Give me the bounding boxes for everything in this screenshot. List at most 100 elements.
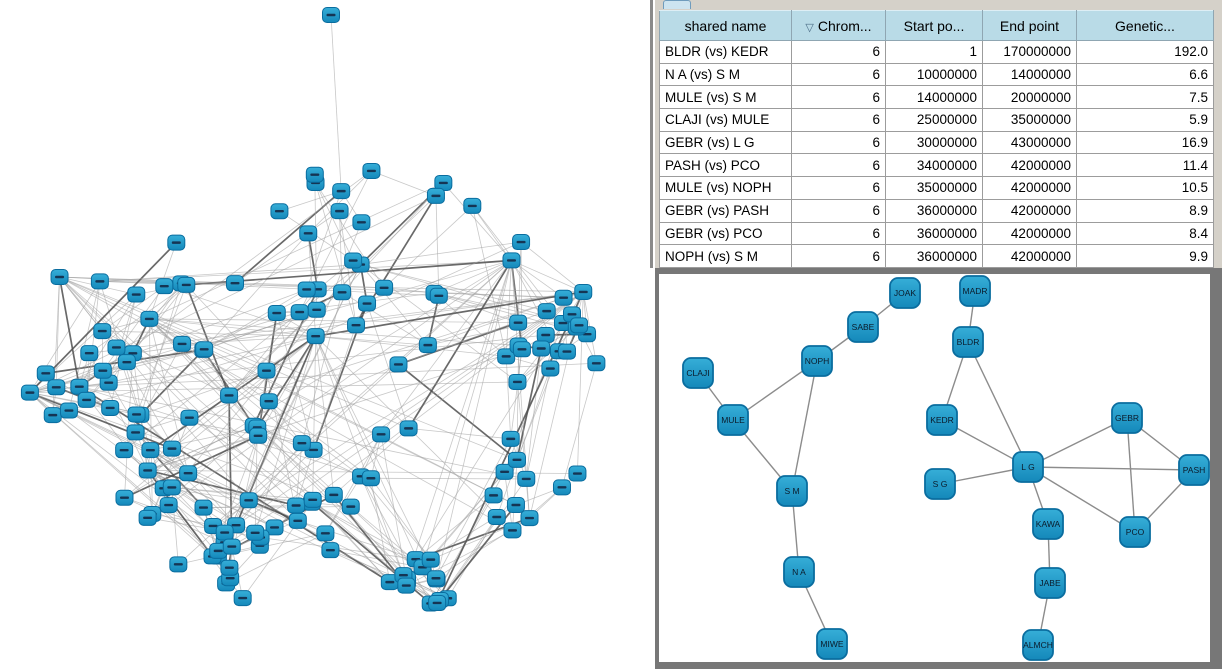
network-node[interactable] [362, 162, 381, 179]
network-node[interactable] [570, 317, 589, 334]
network-node[interactable] [352, 214, 371, 231]
network-node[interactable]: SABE [847, 311, 879, 343]
column-header-shared-name[interactable]: shared name [659, 10, 792, 41]
network-node[interactable] [297, 281, 316, 298]
network-node[interactable]: JOAK [889, 277, 921, 309]
network-node[interactable] [126, 424, 145, 441]
network-node[interactable] [77, 391, 96, 408]
network-node[interactable] [554, 289, 573, 306]
network-node[interactable] [162, 479, 181, 496]
network-node[interactable] [506, 497, 525, 514]
network-node[interactable] [484, 487, 503, 504]
network-node[interactable] [36, 365, 55, 382]
table-row[interactable]: NOPH (vs) S M 6 36000000 42000000 9.9 [659, 244, 1214, 268]
network-node[interactable]: N A [783, 556, 815, 588]
network-node[interactable]: PASH [1178, 454, 1210, 486]
network-node[interactable] [215, 524, 234, 541]
network-node[interactable] [428, 594, 447, 611]
network-node[interactable] [159, 497, 178, 514]
network-node[interactable] [220, 387, 239, 404]
network-node[interactable] [101, 399, 120, 416]
network-edge[interactable] [967, 341, 1029, 468]
detail-network-canvas[interactable]: JOAK SABE NOPH CLAJI MULE S M N A MIWE MADR BLDR K… [659, 274, 1210, 662]
network-edge[interactable] [1027, 417, 1128, 468]
network-edge[interactable] [791, 360, 818, 492]
network-node[interactable]: KAWA [1032, 508, 1064, 540]
network-node[interactable] [50, 269, 69, 286]
network-node[interactable] [233, 590, 252, 607]
network-node[interactable] [399, 420, 418, 437]
network-node[interactable] [333, 284, 352, 301]
network-node[interactable] [167, 234, 186, 251]
table-row[interactable]: MULE (vs) NOPH 6 35000000 42000000 10.5 [659, 176, 1214, 200]
network-node[interactable] [195, 341, 214, 358]
network-node[interactable] [177, 276, 196, 293]
network-node[interactable] [426, 187, 445, 204]
column-header-end-point[interactable]: End point [982, 10, 1077, 41]
table-row[interactable]: PASH (vs) PCO 6 34000000 42000000 11.4 [659, 153, 1214, 178]
network-node[interactable] [397, 577, 416, 594]
network-node[interactable] [115, 442, 134, 459]
network-node[interactable] [138, 509, 157, 526]
network-node[interactable] [179, 465, 198, 482]
network-node[interactable] [316, 525, 335, 542]
network-node[interactable] [426, 570, 445, 587]
network-node[interactable] [307, 301, 326, 318]
network-node[interactable] [321, 542, 340, 559]
network-node[interactable] [259, 393, 278, 410]
network-node[interactable] [418, 337, 437, 354]
network-node[interactable] [497, 348, 516, 365]
network-node[interactable] [292, 435, 311, 452]
network-node[interactable] [303, 491, 322, 508]
network-node[interactable] [375, 279, 394, 296]
network-node[interactable] [389, 356, 408, 373]
network-node[interactable] [90, 273, 109, 290]
column-header-chromosome[interactable]: ▽ Chrom... [791, 10, 886, 41]
network-node[interactable]: S M [776, 475, 808, 507]
network-node[interactable] [257, 362, 276, 379]
network-node[interactable] [249, 427, 268, 444]
network-node[interactable] [495, 463, 514, 480]
network-node[interactable] [299, 225, 318, 242]
network-node[interactable] [463, 197, 482, 214]
network-node[interactable] [141, 442, 160, 459]
network-node[interactable] [537, 303, 556, 320]
network-node[interactable] [270, 203, 289, 220]
network-node[interactable] [507, 451, 526, 468]
network-node[interactable] [372, 426, 391, 443]
network-node[interactable] [306, 328, 325, 345]
network-node[interactable] [225, 275, 244, 292]
network-node[interactable] [115, 489, 134, 506]
network-node[interactable] [508, 373, 527, 390]
network-node[interactable] [173, 335, 192, 352]
table-row[interactable]: GEBR (vs) PCO 6 36000000 42000000 8.4 [659, 221, 1214, 246]
network-node[interactable] [138, 462, 157, 479]
network-node[interactable] [512, 341, 531, 358]
network-node[interactable] [347, 317, 366, 334]
network-node[interactable] [501, 430, 520, 447]
network-node[interactable] [127, 286, 146, 303]
network-node[interactable]: S G [924, 468, 956, 500]
network-node[interactable]: GEBR [1111, 402, 1143, 434]
network-node[interactable] [239, 492, 258, 509]
network-node[interactable]: MULE [717, 404, 749, 436]
table-row[interactable]: MULE (vs) S M 6 14000000 20000000 7.5 [659, 85, 1214, 110]
network-node[interactable] [220, 559, 239, 576]
network-node[interactable] [503, 522, 522, 539]
network-node[interactable] [421, 551, 440, 568]
network-edge[interactable] [1126, 417, 1136, 533]
network-node[interactable] [536, 327, 555, 344]
network-node[interactable] [332, 183, 351, 200]
column-header-genetic[interactable]: Genetic... [1076, 10, 1214, 41]
network-node[interactable] [587, 355, 606, 372]
network-node[interactable] [330, 203, 349, 220]
network-node[interactable]: NOPH [801, 345, 833, 377]
network-node[interactable] [80, 345, 99, 362]
network-node[interactable] [322, 7, 340, 23]
network-node[interactable] [429, 287, 448, 304]
network-node[interactable] [117, 354, 136, 371]
network-node[interactable] [107, 339, 126, 356]
network-node[interactable] [520, 510, 539, 527]
network-node[interactable] [344, 252, 363, 269]
table-row[interactable]: GEBR (vs) L G 6 30000000 43000000 16.9 [659, 130, 1214, 155]
